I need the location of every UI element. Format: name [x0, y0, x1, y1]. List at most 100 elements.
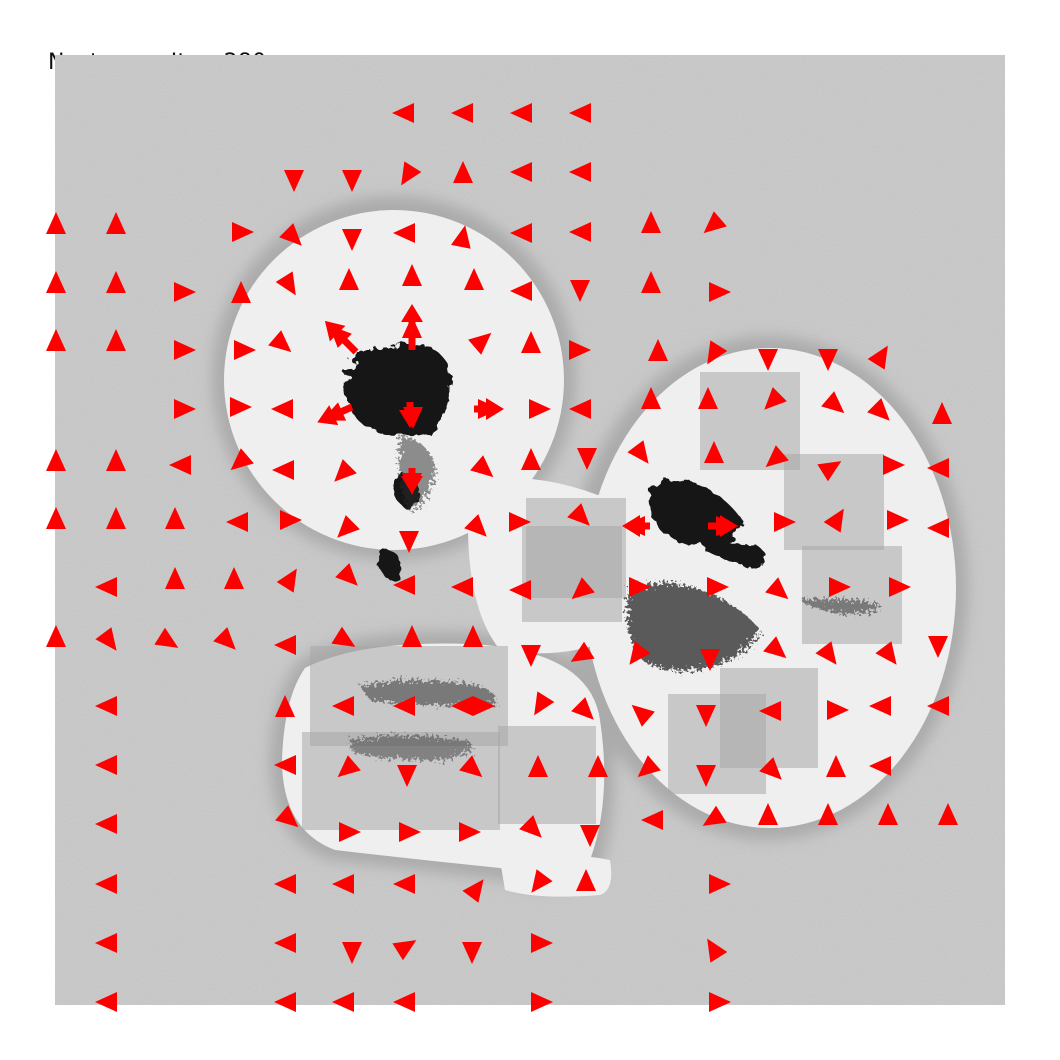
field-arrow	[46, 212, 66, 234]
field-arrow	[887, 510, 909, 530]
field-arrow	[707, 938, 728, 963]
field-arrow	[759, 757, 782, 780]
field-arrow	[95, 577, 117, 597]
field-arrow	[451, 103, 473, 123]
field-arrow	[393, 696, 415, 716]
field-arrow	[531, 933, 553, 953]
field-arrow	[332, 696, 354, 716]
strong-arrow-head	[401, 476, 423, 494]
field-arrow	[276, 568, 297, 593]
field-arrow	[869, 756, 891, 776]
field-arrow	[230, 397, 252, 417]
field-arrow	[451, 577, 473, 597]
field-arrow	[232, 222, 254, 242]
field-arrow	[700, 649, 720, 671]
field-arrow	[224, 567, 244, 589]
field-arrow	[764, 387, 787, 410]
strong-arrow-head	[720, 515, 738, 537]
field-arrow	[226, 512, 248, 532]
field-arrow	[510, 223, 532, 243]
field-arrow	[280, 510, 302, 530]
field-arrow	[332, 874, 354, 894]
field-arrow	[509, 512, 531, 532]
field-arrow	[569, 103, 591, 123]
field-arrow	[818, 349, 838, 371]
field-arrow	[510, 103, 532, 123]
field-arrow	[331, 626, 356, 647]
field-arrow	[648, 339, 668, 361]
field-arrow	[95, 992, 117, 1012]
field-arrow	[889, 577, 911, 597]
field-arrow	[878, 803, 898, 825]
field-arrow	[867, 398, 890, 421]
field-arrow	[464, 268, 484, 290]
field-arrow	[641, 810, 663, 830]
field-arrow	[95, 874, 117, 894]
field-arrow	[174, 399, 196, 419]
field-arrow	[531, 992, 553, 1012]
field-arrow	[703, 211, 727, 234]
field-arrow	[571, 697, 594, 720]
field-arrow	[938, 803, 958, 825]
field-arrow	[696, 705, 716, 727]
field-arrow	[106, 212, 126, 234]
field-arrow	[165, 567, 185, 589]
field-arrow	[230, 448, 254, 471]
field-arrow	[335, 563, 358, 586]
strong-arrow-head	[399, 410, 421, 428]
field-arrow	[709, 992, 731, 1012]
field-arrow	[707, 340, 728, 365]
field-arrow	[569, 222, 591, 242]
field-arrow	[342, 229, 362, 251]
field-arrow	[571, 577, 595, 600]
field-arrow	[393, 874, 415, 894]
field-arrow	[818, 803, 838, 825]
field-arrow	[463, 625, 483, 647]
field-arrow	[169, 455, 191, 475]
field-arrow	[470, 455, 494, 478]
field-arrow	[393, 992, 415, 1012]
field-arrow	[569, 340, 591, 360]
field-arrow	[521, 448, 541, 470]
field-arrow	[402, 264, 422, 286]
field-arrow	[763, 636, 787, 659]
field-arrow	[106, 507, 126, 529]
field-arrow	[274, 933, 296, 953]
field-arrow	[95, 755, 117, 775]
field-arrow	[337, 515, 360, 538]
field-arrow	[174, 340, 196, 360]
field-arrow	[332, 992, 354, 1012]
field-arrow	[829, 577, 851, 597]
field-arrow	[577, 448, 597, 470]
field-arrow	[519, 815, 542, 838]
field-arrow	[473, 696, 495, 716]
field-arrow	[759, 701, 781, 721]
strong-arrow-head	[317, 405, 339, 426]
strong-arrow-head	[401, 304, 423, 322]
field-arrow	[641, 211, 661, 233]
field-arrow	[397, 765, 417, 787]
field-arrow	[392, 940, 417, 961]
field-arrow	[629, 641, 651, 665]
field-arrow	[758, 803, 778, 825]
field-arrow	[569, 399, 591, 419]
field-arrow	[883, 455, 905, 475]
field-arrow	[46, 625, 66, 647]
field-arrow	[342, 170, 362, 192]
field-arrow	[704, 441, 724, 463]
field-arrow	[268, 330, 292, 353]
field-arrow	[453, 161, 473, 183]
field-arrow	[46, 329, 66, 351]
field-arrow	[342, 942, 362, 964]
field-arrow	[451, 225, 471, 249]
field-arrow	[459, 755, 483, 778]
field-arrow	[528, 755, 548, 777]
field-arrow	[95, 696, 117, 716]
field-arrow	[641, 271, 661, 293]
field-arrow	[402, 625, 422, 647]
field-arrow	[637, 755, 661, 778]
field-arrow	[588, 755, 608, 777]
field-arrow	[509, 580, 531, 600]
field-arrow	[174, 282, 196, 302]
